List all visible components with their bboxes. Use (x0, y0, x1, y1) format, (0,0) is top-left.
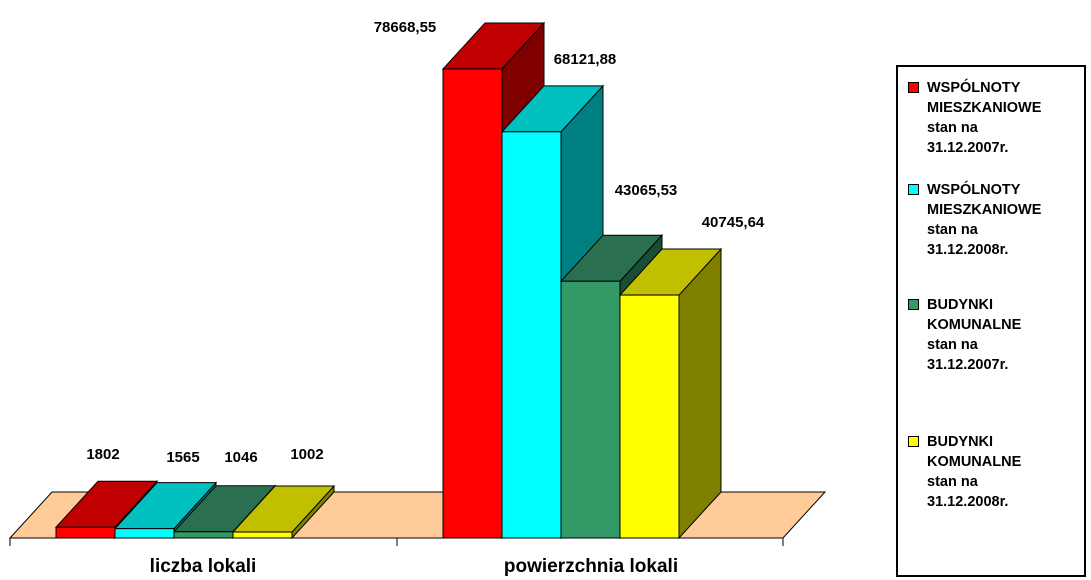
data-label: 1802 (86, 446, 119, 463)
x-tick-label: liczba lokali (150, 556, 257, 577)
data-label: 68121,88 (554, 51, 617, 68)
legend-swatch (908, 299, 919, 310)
legend-swatch (908, 184, 919, 195)
bar-front (232, 531, 293, 539)
bar-front (55, 526, 116, 539)
x-axis: liczba lokali powierzchnia lokali (9, 537, 784, 577)
bar (618, 247, 723, 540)
x-tick-label: powierzchnia lokali (504, 556, 678, 577)
legend-label: WSPÓLNOTY MIESZKANIOWE stan na 31.12.200… (927, 182, 1042, 258)
bar-front (114, 528, 175, 539)
data-label: 43065,53 (615, 182, 678, 199)
legend-item: WSPÓLNOTY MIESZKANIOWE stan na 31.12.200… (908, 78, 1084, 158)
bar-front (560, 280, 621, 539)
data-label: 40745,64 (702, 214, 765, 231)
data-label: 1046 (224, 449, 257, 466)
legend-swatch (908, 436, 919, 447)
data-labels: 1802 1565 1046 1002 78668,55 68121,88 43065,53… (86, 19, 765, 466)
data-label: 78668,55 (374, 19, 437, 36)
legend-label: BUDYNKI KOMUNALNE stan na 31.12.2008r. (927, 434, 1022, 510)
legend-label: WSPÓLNOTY MIESZKANIOWE stan na 31.12.200… (927, 80, 1042, 156)
bar-front (173, 531, 234, 539)
legend-item: WSPÓLNOTY MIESZKANIOWE stan na 31.12.200… (908, 180, 1084, 260)
data-label: 1565 (166, 449, 199, 466)
legend-swatch (908, 82, 919, 93)
legend: WSPÓLNOTY MIESZKANIOWE stan na 31.12.200… (896, 65, 1086, 577)
bars (54, 21, 723, 540)
bar-side (678, 247, 722, 540)
bar-front (501, 131, 562, 539)
legend-item: BUDYNKI KOMUNALNE stan na 31.12.2008r. (908, 432, 1084, 512)
bar-front (619, 294, 680, 539)
bar (231, 484, 336, 540)
bar-front (442, 68, 503, 539)
legend-item: BUDYNKI KOMUNALNE stan na 31.12.2007r. (908, 295, 1084, 375)
data-label: 1002 (290, 446, 323, 463)
legend-label: BUDYNKI KOMUNALNE stan na 31.12.2007r. (927, 297, 1022, 373)
bar-chart: liczba lokali powierzchnia lokali 1802 156… (8, 19, 827, 577)
